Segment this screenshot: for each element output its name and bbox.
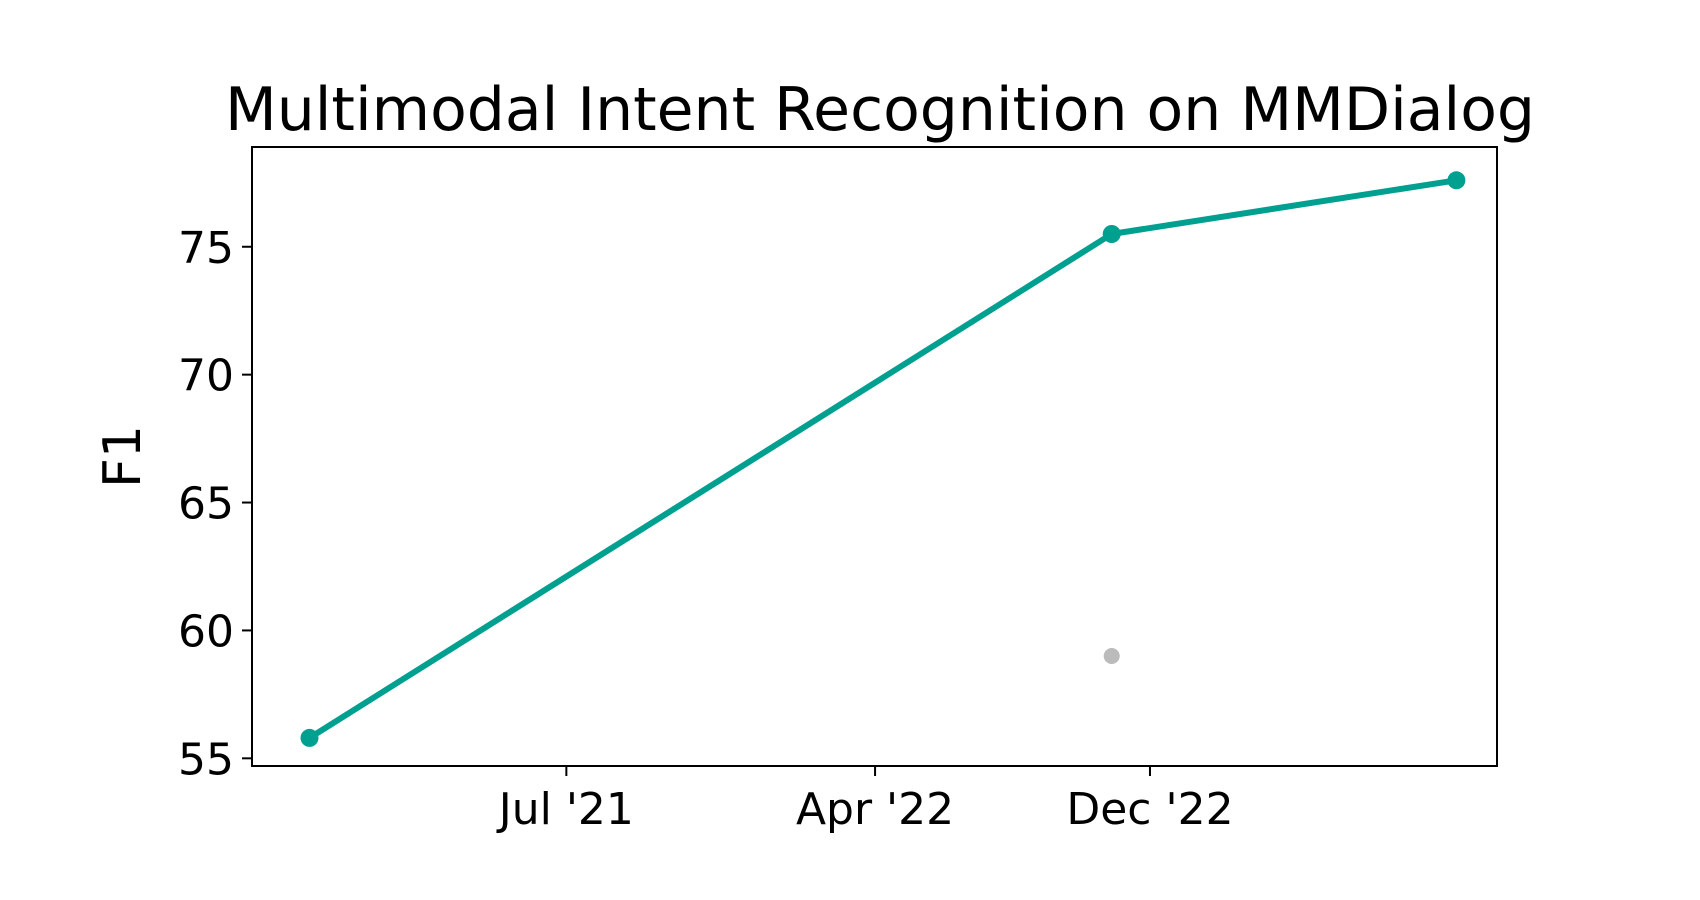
y-tick-label: 70 [178,351,234,402]
x-tick-label: Jul '21 [496,784,634,835]
plot-frame [251,146,1498,767]
x-tick-label: Dec '22 [1066,784,1233,835]
x-tick-label: Apr '22 [796,784,954,835]
series-1-point-2 [1102,225,1121,243]
chart-title: Multimodal Intent Recognition on MMDialo… [225,75,1535,145]
y-tick-label: 60 [178,606,234,657]
series-1-point-3 [1447,171,1466,190]
y-tick-label: 75 [178,223,234,274]
series-1-point-1 [300,728,319,747]
x-axis: Jul '21 Apr '22 Dec '22 [496,766,1234,835]
y-tick-label: 65 [178,479,234,530]
plot-area [300,171,1466,747]
y-axis-label: F1 [93,425,153,488]
series-1-line [306,177,1460,741]
y-tick-label: 55 [178,734,234,785]
series-2-point-1 [1103,648,1120,664]
y-axis: 55 60 65 70 75 [178,223,252,785]
